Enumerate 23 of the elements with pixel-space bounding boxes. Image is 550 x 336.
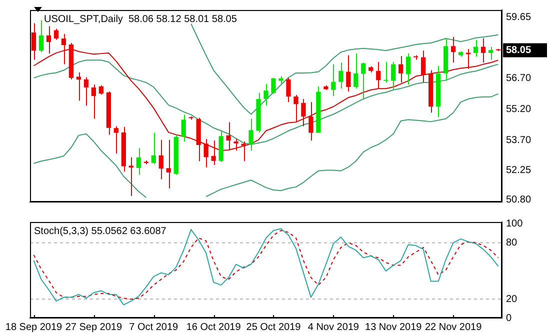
candlestick — [144, 160, 148, 165]
y-tick-label: 100 — [506, 218, 524, 230]
y-tick-label: 56.70 — [506, 72, 532, 84]
x-tick-label: 7 Oct 2019 — [129, 322, 179, 333]
x-tick-label: 13 Nov 2019 — [365, 322, 422, 333]
y-tick-label: 59.65 — [506, 12, 532, 23]
y-tick-label: 80 — [506, 237, 518, 248]
y-tick-label: 53.70 — [506, 134, 532, 146]
x-tick-label: 16 Oct 2019 — [186, 322, 242, 333]
y-tick-label: 55.20 — [506, 104, 532, 115]
chart-title: Stoch(5,3,3) 55.0562 63.6087 — [34, 226, 167, 237]
y-tick-label: 20 — [506, 294, 518, 305]
y-tick-label: 0 — [506, 312, 512, 324]
x-tick-label: 22 Nov 2019 — [424, 322, 482, 333]
candlestick — [234, 138, 238, 152]
x-tick-label: 4 Nov 2019 — [308, 322, 360, 333]
x-tick-label: 25 Oct 2019 — [246, 322, 302, 333]
text: 58.05 — [506, 45, 532, 56]
chart-title: USOIL_SPT,Daily 58.06 58.12 58.01 58.05 — [44, 14, 238, 25]
y-tick-label: 50.80 — [506, 194, 532, 206]
x-tick-label: 18 Sep 2019 — [5, 322, 63, 333]
y-tick-label: 52.25 — [506, 164, 532, 176]
x-tick-label: 27 Sep 2019 — [65, 322, 122, 333]
